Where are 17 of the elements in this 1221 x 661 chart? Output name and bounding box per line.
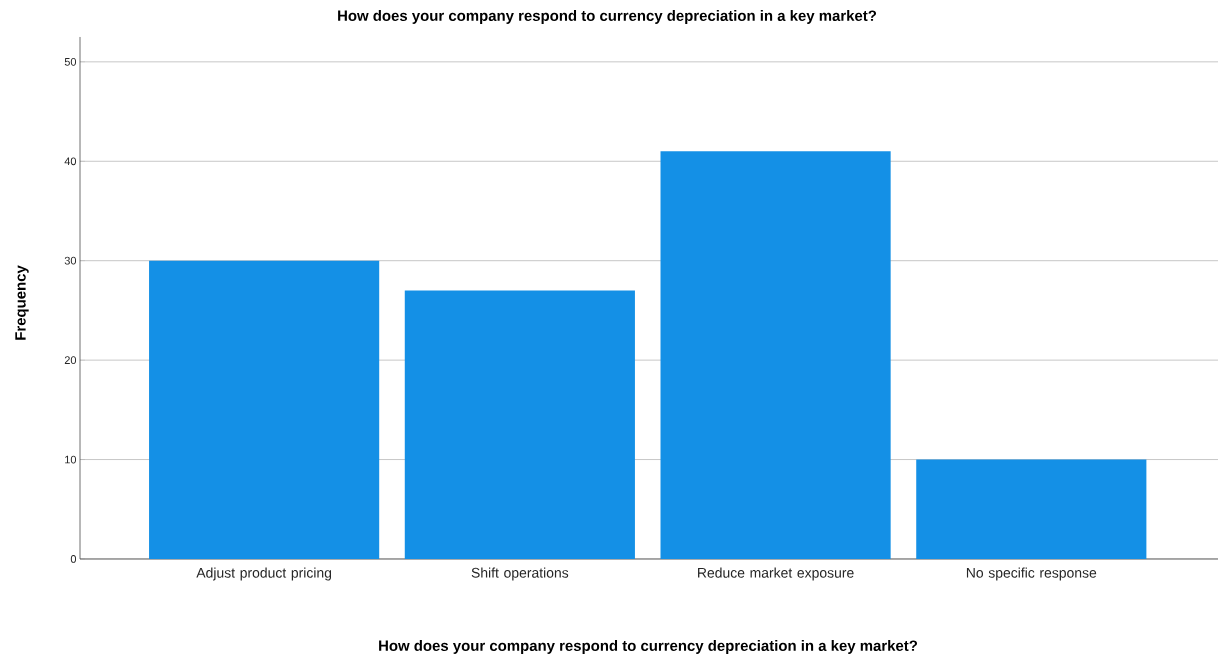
y-tick-label: 0 [70, 555, 77, 563]
x-tick-label: Reduce market exposure [698, 567, 854, 581]
y-tick-label: 20 [64, 356, 77, 365]
x-tick-label: Adjust product pricing [196, 567, 332, 581]
bar [660, 151, 891, 559]
x-tick-label: No specific response [966, 567, 1097, 581]
bar [916, 459, 1147, 559]
y-tick-label: 10 [65, 455, 77, 464]
bar [404, 290, 635, 559]
y-tick-label: 40 [64, 157, 77, 166]
bar [149, 260, 380, 559]
x-axis-title: How does your company respond to currency depreciation in a key market? [379, 640, 918, 654]
y-tick-label: 50 [64, 57, 77, 66]
y-tick-label: 30 [64, 256, 77, 265]
y-axis-title: Frequency [15, 265, 29, 340]
chart-title: How does your company respond to currency depreciation in a key market? [338, 10, 877, 24]
x-tick-label: Shift operations [471, 567, 569, 581]
